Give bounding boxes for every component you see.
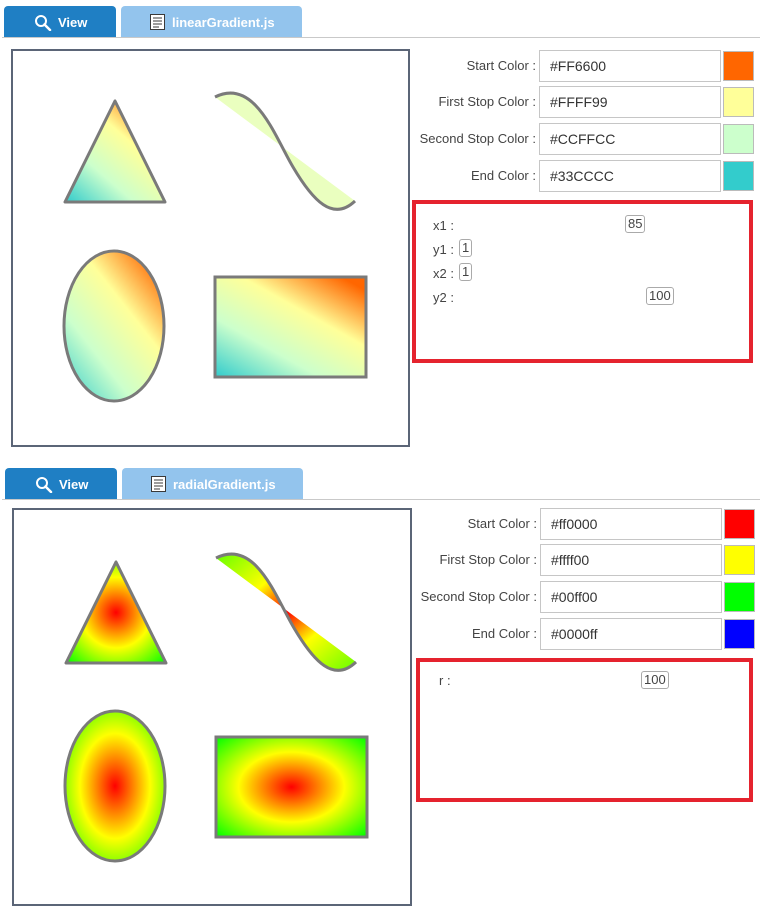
param-r-label: r : xyxy=(439,672,451,688)
first-stop-color-swatch[interactable] xyxy=(723,87,754,117)
gradient-shapes xyxy=(63,552,369,863)
tab-file-label: radialGradient.js xyxy=(173,476,276,492)
first-stop-color-label: First Stop Color : xyxy=(438,94,536,109)
second-stop-color-label: Second Stop Color : xyxy=(419,131,536,146)
document-icon xyxy=(151,476,166,492)
start-color-input[interactable] xyxy=(540,508,722,540)
end-color-label: End Color : xyxy=(470,168,536,183)
first-stop-color-row: First Stop Color : xyxy=(419,86,759,118)
first-stop-color-label: First Stop Color : xyxy=(439,552,537,567)
linear-gradient-section: View linearGradient.js xyxy=(0,0,762,452)
start-color-swatch[interactable] xyxy=(724,509,755,539)
tab-view[interactable]: View xyxy=(5,468,117,500)
rectangle-shape xyxy=(213,275,368,379)
tab-source-file[interactable]: radialGradient.js xyxy=(122,468,303,500)
param-y2-label: y2 : xyxy=(433,289,454,305)
triangle-shape xyxy=(64,560,168,665)
second-stop-color-swatch[interactable] xyxy=(723,124,754,154)
radial-gradient-section: View radialGradient.js xyxy=(0,462,762,913)
tab-file-label: linearGradient.js xyxy=(172,14,275,30)
param-x2-label: x2 : xyxy=(433,265,454,281)
second-stop-color-row: Second Stop Color : xyxy=(419,123,759,155)
end-color-input[interactable] xyxy=(539,160,721,192)
ellipse-shape xyxy=(63,709,167,863)
first-stop-color-input[interactable] xyxy=(540,544,722,576)
gradient-shapes xyxy=(62,91,368,403)
magnifier-icon xyxy=(35,15,52,31)
wave-shape xyxy=(214,91,357,211)
triangle-shape xyxy=(63,99,167,204)
end-color-swatch[interactable] xyxy=(723,161,754,191)
tab-view-label: View xyxy=(58,14,88,30)
tab-bar: View linearGradient.js xyxy=(0,0,762,38)
wave-shape xyxy=(215,552,358,672)
end-color-row: End Color : xyxy=(420,618,760,650)
tab-view-label: View xyxy=(59,476,89,492)
start-color-input[interactable] xyxy=(539,50,721,82)
end-color-row: End Color : xyxy=(419,160,759,192)
end-color-input[interactable] xyxy=(540,618,722,650)
preview-canvas xyxy=(11,49,410,447)
second-stop-color-input[interactable] xyxy=(539,123,721,155)
second-stop-color-label: Second Stop Color : xyxy=(420,589,537,604)
second-stop-color-input[interactable] xyxy=(540,581,722,613)
param-r-value[interactable]: 100 xyxy=(641,671,669,689)
param-y1-value[interactable]: 1 xyxy=(459,239,473,257)
param-x1-label: x1 : xyxy=(433,217,454,233)
second-stop-color-row: Second Stop Color : xyxy=(420,581,760,613)
tab-bar: View radialGradient.js xyxy=(0,462,762,500)
tab-divider xyxy=(2,499,760,500)
start-color-label: Start Color : xyxy=(466,58,536,73)
second-stop-color-swatch[interactable] xyxy=(724,582,755,612)
first-stop-color-swatch[interactable] xyxy=(724,545,755,575)
param-y1-label: y1 : xyxy=(433,241,454,257)
end-color-label: End Color : xyxy=(471,626,537,641)
tab-view[interactable]: View xyxy=(4,6,116,38)
tab-source-file[interactable]: linearGradient.js xyxy=(121,6,302,38)
gradient-params-panel: x1 : 85 y1 : 1 x2 : 1 y2 : 100 xyxy=(412,200,753,363)
start-color-row: Start Color : xyxy=(420,508,760,540)
first-stop-color-row: First Stop Color : xyxy=(420,544,760,576)
end-color-swatch[interactable] xyxy=(724,619,755,649)
param-x2-value[interactable]: 1 xyxy=(459,263,473,281)
param-y2-value[interactable]: 100 xyxy=(646,287,674,305)
document-icon xyxy=(150,14,165,30)
ellipse-shape xyxy=(62,249,166,403)
start-color-label: Start Color : xyxy=(467,516,537,531)
magnifier-icon xyxy=(36,477,53,493)
rectangle-shape xyxy=(214,735,369,839)
gradient-params-panel: r : 100 xyxy=(416,658,753,802)
param-x1-value[interactable]: 85 xyxy=(625,215,646,233)
first-stop-color-input[interactable] xyxy=(539,86,721,118)
tab-divider xyxy=(2,37,760,38)
preview-canvas xyxy=(12,508,412,906)
start-color-row: Start Color : xyxy=(419,50,759,82)
start-color-swatch[interactable] xyxy=(723,51,754,81)
